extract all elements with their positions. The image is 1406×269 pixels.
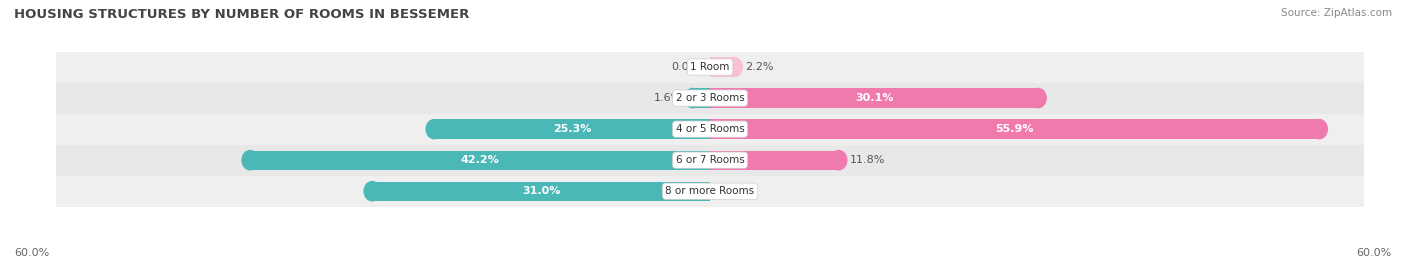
- Bar: [710, 151, 838, 170]
- Ellipse shape: [242, 151, 259, 170]
- Bar: [56, 114, 1364, 145]
- Bar: [56, 176, 1364, 207]
- Text: 6 or 7 Rooms: 6 or 7 Rooms: [676, 155, 744, 165]
- Ellipse shape: [1029, 89, 1046, 108]
- Text: 55.9%: 55.9%: [995, 124, 1033, 134]
- Ellipse shape: [364, 182, 381, 201]
- Text: 25.3%: 25.3%: [553, 124, 592, 134]
- Ellipse shape: [685, 89, 700, 108]
- Text: Source: ZipAtlas.com: Source: ZipAtlas.com: [1281, 8, 1392, 18]
- Text: 11.8%: 11.8%: [849, 155, 884, 165]
- Text: 2 or 3 Rooms: 2 or 3 Rooms: [676, 93, 744, 103]
- Ellipse shape: [426, 119, 443, 139]
- Bar: [693, 89, 710, 108]
- Ellipse shape: [725, 57, 742, 77]
- Bar: [434, 119, 710, 139]
- Text: 2.2%: 2.2%: [745, 62, 773, 72]
- Text: HOUSING STRUCTURES BY NUMBER OF ROOMS IN BESSEMER: HOUSING STRUCTURES BY NUMBER OF ROOMS IN…: [14, 8, 470, 21]
- Text: 60.0%: 60.0%: [14, 248, 49, 258]
- Ellipse shape: [1310, 119, 1327, 139]
- Text: 42.2%: 42.2%: [461, 155, 499, 165]
- Text: 0.0%: 0.0%: [721, 186, 749, 196]
- Text: 30.1%: 30.1%: [855, 93, 893, 103]
- Bar: [250, 151, 710, 170]
- Text: 8 or more Rooms: 8 or more Rooms: [665, 186, 755, 196]
- Text: 60.0%: 60.0%: [1357, 248, 1392, 258]
- Text: 31.0%: 31.0%: [522, 186, 561, 196]
- Bar: [710, 57, 734, 77]
- Bar: [710, 89, 1038, 108]
- Bar: [56, 83, 1364, 114]
- Ellipse shape: [831, 151, 846, 170]
- Bar: [56, 145, 1364, 176]
- Text: 0.0%: 0.0%: [671, 62, 699, 72]
- Bar: [710, 119, 1319, 139]
- Bar: [56, 52, 1364, 83]
- Text: 4 or 5 Rooms: 4 or 5 Rooms: [676, 124, 744, 134]
- Bar: [373, 182, 710, 201]
- Text: 1.6%: 1.6%: [654, 93, 682, 103]
- Text: 1 Room: 1 Room: [690, 62, 730, 72]
